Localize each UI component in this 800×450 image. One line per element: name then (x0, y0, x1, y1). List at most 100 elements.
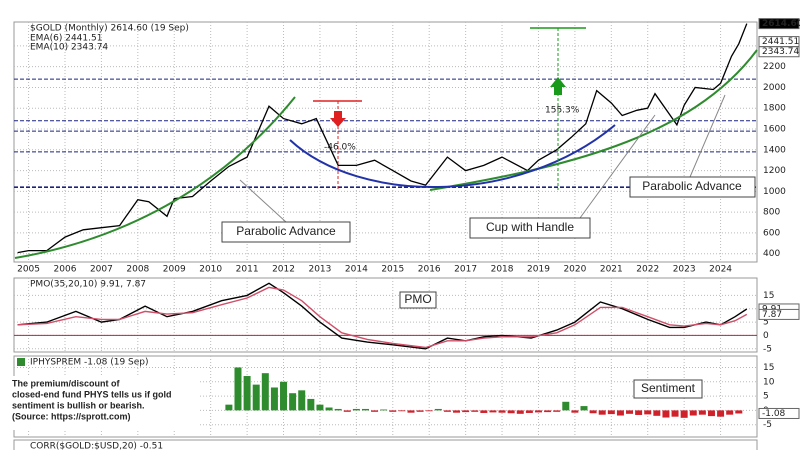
x-tick-label: 2017 (454, 265, 477, 275)
y-tick-label: -5 (763, 344, 772, 354)
bar (334, 408, 342, 411)
x-tick-label: 2013 (308, 265, 331, 275)
series-line (17, 282, 748, 350)
pointer (689, 94, 726, 178)
bar (243, 376, 251, 411)
x-tick-label: 2023 (673, 265, 696, 275)
bar (316, 404, 324, 411)
bar (544, 410, 552, 413)
x-tick-label: 2018 (491, 265, 514, 275)
bar (616, 410, 624, 416)
bar (735, 410, 743, 414)
bar (717, 410, 725, 417)
panel-frame (13, 21, 758, 263)
bar (352, 408, 360, 411)
bar (580, 406, 588, 411)
y-tick-label: 1600 (763, 125, 786, 135)
x-tick-label: 2019 (527, 265, 550, 275)
title-icon (17, 358, 25, 366)
y-tick-label: 15 (763, 291, 774, 301)
x-tick-label: 2007 (90, 265, 113, 275)
bar (653, 410, 661, 416)
parabola-curve (429, 49, 758, 191)
panels: $GOLD (Monthly) 2614.60 (19 Sep) 2005 2006… (13, 18, 800, 450)
x-tick-label: 2005 (17, 265, 40, 275)
value-label: -1.08 (762, 409, 786, 419)
cup-curve (289, 124, 616, 188)
down-arrow (330, 111, 346, 127)
legend-entry: EMA(10) 2343.74 (30, 43, 108, 53)
legend-entry: EMA(6) 2441.51 (30, 34, 102, 44)
bar (252, 384, 260, 411)
x-tick-label: 2008 (126, 265, 149, 275)
x-tick-label: 2024 (709, 265, 732, 275)
bar (516, 410, 524, 414)
annotation-box (469, 217, 591, 239)
bar (289, 393, 297, 411)
y-tick-label: -5 (763, 420, 772, 430)
bar (471, 410, 479, 412)
bar (453, 410, 461, 413)
bar (380, 409, 388, 411)
bar (398, 410, 406, 412)
bar (480, 410, 488, 413)
bar (626, 410, 634, 414)
parabola-curve (14, 96, 296, 259)
bar (507, 410, 515, 414)
bar (689, 410, 697, 416)
series-line (17, 23, 748, 254)
note: sentiment is bullish or bearish. (12, 400, 145, 410)
x-tick-label: 2012 (272, 265, 295, 275)
bar (234, 367, 242, 411)
pointer (239, 179, 287, 223)
y-tick-label: 1800 (763, 104, 786, 114)
value-label: 2614.60 (762, 19, 800, 29)
annotation-box (629, 176, 756, 198)
panel-title: IPHYSPREM -1.08 (19 Sep) (30, 358, 149, 368)
value-box (758, 18, 800, 30)
up-arrow (550, 77, 566, 95)
y-tick-label: 2000 (763, 83, 786, 93)
bar (361, 408, 369, 411)
bar (416, 410, 424, 412)
annotation: 155.3% (545, 106, 580, 116)
bar (635, 410, 643, 415)
y-tick-label: 10 (763, 377, 775, 387)
note: The premium/discount of (12, 378, 121, 388)
bar (280, 381, 288, 411)
bar (562, 401, 570, 411)
note: (Source: https://sprott.com) (12, 411, 131, 421)
y-tick-label: 2200 (763, 62, 786, 72)
y-tick-label: 0 (763, 331, 769, 341)
value-label: 2343.74 (762, 47, 799, 57)
bar (307, 398, 315, 411)
panel-title: PMO(35,20,10) 9.91, 7.87 (30, 280, 146, 290)
bar (698, 410, 706, 415)
y-tick-label: 5 (763, 392, 769, 402)
x-tick-label: 2016 (418, 265, 441, 275)
bar (726, 410, 734, 415)
y-tick-label: 1000 (763, 187, 786, 197)
y-tick-label: 400 (763, 249, 780, 259)
y-tick-label: 15 (763, 363, 774, 373)
bar (434, 408, 442, 411)
value-label: 2441.51 (762, 37, 799, 47)
bar (407, 410, 415, 413)
bar (489, 410, 497, 413)
bar (343, 410, 351, 412)
label-box (633, 379, 703, 399)
panel-frame (13, 277, 758, 353)
y-tick-label: 1400 (763, 145, 786, 155)
bar (553, 410, 561, 412)
series-line (17, 286, 748, 349)
annotation: Parabolic Advance (642, 179, 742, 193)
bar (325, 407, 333, 411)
x-tick-label: 2006 (54, 265, 77, 275)
bar (525, 410, 533, 413)
bar (589, 410, 597, 414)
bar (534, 410, 542, 413)
bar (261, 373, 269, 411)
x-tick-label: 2015 (381, 265, 404, 275)
panel-label: Sentiment (641, 381, 696, 395)
